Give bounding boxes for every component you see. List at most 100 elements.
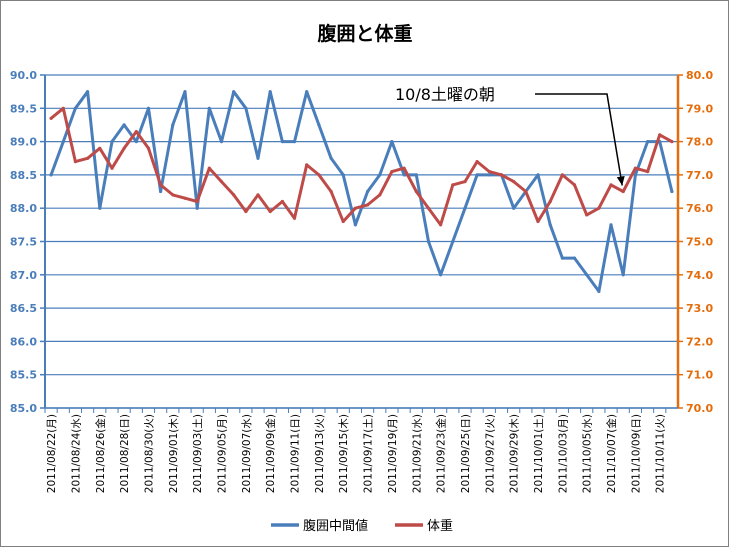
series-1-point-38 [512,180,516,184]
series-1-point-24 [341,219,345,224]
x-tick-label-44: 2011/10/05(水) [582,414,594,493]
series-0-point-19 [280,140,284,144]
series-1-point-29 [402,166,406,170]
series-0-point-16 [244,106,248,110]
series-1-point-10 [171,193,175,197]
chart-title: 腹囲と体重 [316,22,412,45]
annotation-text: 10/8土曜の朝 [395,85,495,104]
series-0-point-38 [512,206,516,210]
right-tick-label-2: 72.0 [686,335,713,348]
x-tick-label-8: 2011/08/30(火) [143,414,155,493]
series-1-point-9 [159,183,163,187]
series-1-point-31 [426,206,431,210]
left-tick-label-6: 88.0 [10,202,37,215]
x-tick-label-14: 2011/09/05(月) [217,414,229,493]
series-0-point-22 [317,123,321,127]
series-1-point-43 [572,183,577,187]
x-tick-label-34: 2011/09/25(日) [460,414,472,493]
series-0-point-30 [414,173,418,177]
series-0-point-41 [548,223,552,227]
gridlines [45,74,678,409]
series-1-point-17 [256,193,260,197]
x-tick-label-48: 2011/10/09(日) [630,414,642,493]
series-0-point-48 [633,173,638,177]
right-tick-label-6: 76.0 [686,202,713,215]
right-tick-label-9: 79.0 [686,102,713,115]
series-1-point-6 [122,146,126,150]
series-1-point-7 [134,130,138,134]
series-0-point-29 [402,173,406,177]
series-line-0 [49,90,674,293]
series-0-point-32 [439,273,443,277]
x-tick-label-38: 2011/09/29(木) [509,414,521,493]
x-tick-label-36: 2011/09/27(火) [484,414,496,493]
series-0-point-34 [463,206,467,210]
series-1-point-41 [548,199,552,204]
x-tick-label-42: 2011/10/03(月) [557,414,569,493]
series-0-point-24 [341,173,345,177]
series-1-point-36 [487,170,491,174]
annotation-arrow-head [616,176,625,186]
series-0-point-3 [86,90,90,94]
series-1-point-2 [73,160,77,164]
series-0-point-51 [670,189,674,194]
series-0-point-21 [305,90,309,94]
series-1-point-35 [475,160,479,164]
x-tick-label-12: 2011/09/03(土) [191,414,204,493]
series-0-point-36 [487,173,491,177]
annotation: 10/8土曜の朝 [395,85,625,186]
series-0-point-35 [475,173,479,177]
series-1-point-3 [86,156,90,160]
series-1-point-33 [451,183,455,187]
series-1-point-51 [670,140,674,144]
series-1-point-47 [621,189,625,194]
series-1-point-26 [366,203,370,207]
right-tick-label-1: 71.0 [686,369,713,382]
series-line-1 [49,106,674,227]
series-1-point-44 [585,213,589,217]
series-0-point-0 [49,173,53,177]
series-0-point-1 [61,140,65,144]
x-tick-label-10: 2011/09/01(木) [168,414,180,493]
x-tick-label-50: 2011/10/11(火) [655,414,667,493]
series-1-point-1 [61,106,65,110]
series-0-point-12 [195,206,199,210]
series-0-point-13 [207,106,211,110]
series-1-point-12 [195,199,199,204]
series-1-point-37 [499,173,504,177]
series-1-point-50 [658,133,662,137]
x-tick-label-32: 2011/09/23(金) [435,414,448,493]
left-tick-label-7: 88.5 [10,169,37,182]
series-0-point-10 [171,123,175,127]
left-tick-label-3: 86.5 [10,302,37,315]
right-tick-label-10: 80.0 [686,69,713,82]
series-0-point-20 [292,140,297,144]
series-0-point-26 [366,189,370,194]
left-tick-label-2: 86.0 [10,335,37,348]
series-0-point-23 [329,156,333,160]
series-0-point-15 [232,90,236,94]
series-1-point-18 [268,209,272,214]
series-1-point-16 [244,209,248,214]
x-tick-label-24: 2011/09/15(木) [338,414,350,493]
series-0-point-8 [146,106,151,110]
series-0-point-40 [536,173,540,177]
series-0-point-9 [159,189,163,194]
left-tick-label-8: 89.0 [10,136,37,149]
left-tick-label-0: 85.0 [10,402,37,415]
series-1-point-49 [646,170,650,174]
right-tick-label-0: 70.0 [686,402,713,415]
series-0-point-7 [134,140,138,144]
x-tick-label-16: 2011/09/07(水) [241,414,253,493]
series-1-point-20 [292,216,297,220]
x-tick-label-26: 2011/09/17(土) [362,414,375,493]
x-tick-label-30: 2011/09/21(水) [411,414,423,493]
series-0-point-6 [122,123,126,127]
legend: 腹囲中間値 体重 [271,518,453,534]
x-tick-label-40: 2011/10/01(土) [532,414,545,493]
series-0-point-33 [451,239,455,244]
series-0-point-44 [585,273,589,277]
series [49,90,674,293]
series-1-point-25 [353,206,357,210]
